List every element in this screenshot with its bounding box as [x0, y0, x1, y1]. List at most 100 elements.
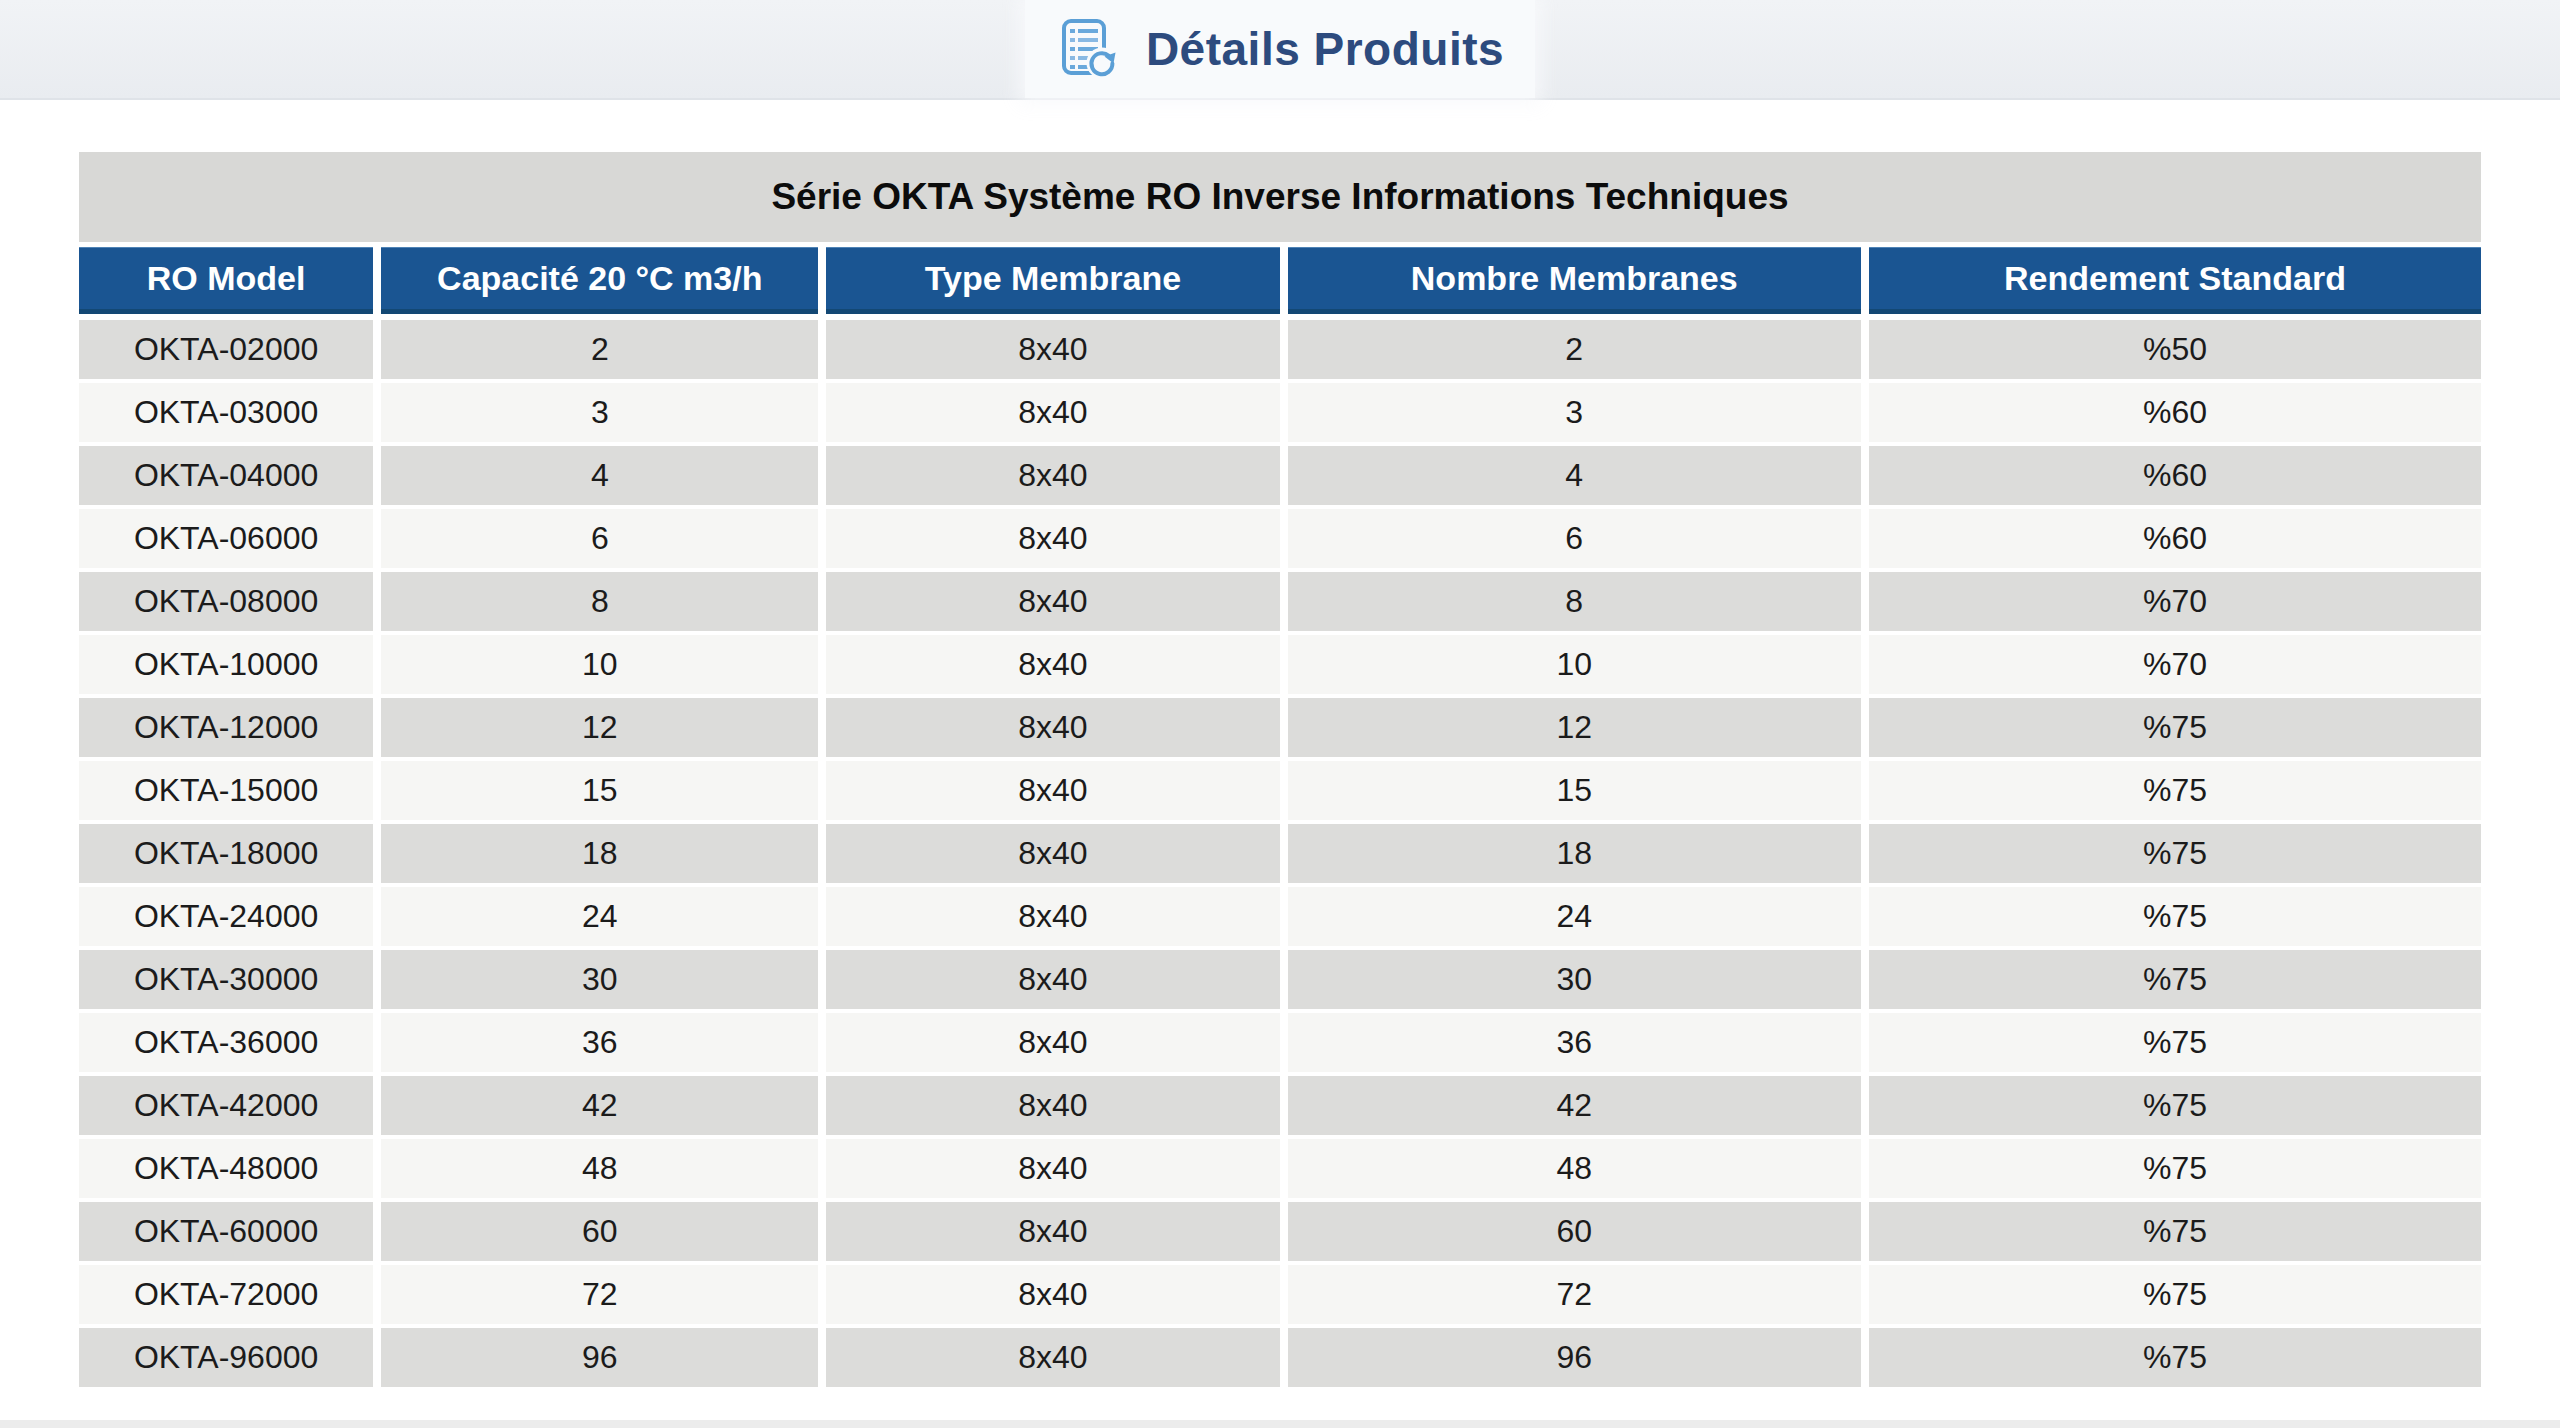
table-cell: 4: [1288, 446, 1862, 505]
table-cell: 8x40: [826, 1202, 1279, 1261]
table-cell: 24: [1288, 887, 1862, 946]
table-row: OKTA-0800088x408%70: [79, 572, 2481, 631]
table-cell: 10: [381, 635, 818, 694]
table-cell: 8x40: [826, 1076, 1279, 1135]
table-cell: 30: [1288, 950, 1862, 1009]
table-cell: %75: [1869, 698, 2481, 757]
document-list-refresh-icon: [1056, 17, 1120, 81]
table-cell: 4: [381, 446, 818, 505]
table-body: OKTA-0200028x402%50OKTA-0300038x403%60OK…: [79, 320, 2481, 1387]
table-row: OKTA-12000128x4012%75: [79, 698, 2481, 757]
table-row: OKTA-0300038x403%60: [79, 383, 2481, 442]
table-cell: 10: [1288, 635, 1862, 694]
table-cell: 2: [381, 320, 818, 379]
table-cell: %75: [1869, 1265, 2481, 1324]
table-row: OKTA-18000188x4018%75: [79, 824, 2481, 883]
table-cell: OKTA-72000: [79, 1265, 373, 1324]
table-cell: 48: [381, 1139, 818, 1198]
table-cell: %75: [1869, 1202, 2481, 1261]
table-cell: %70: [1869, 572, 2481, 631]
table-row: OKTA-42000428x4042%75: [79, 1076, 2481, 1135]
table-row: OKTA-48000488x4048%75: [79, 1139, 2481, 1198]
table-cell: %60: [1869, 446, 2481, 505]
table-cell: %75: [1869, 1013, 2481, 1072]
table-cell: OKTA-03000: [79, 383, 373, 442]
table-row: OKTA-72000728x4072%75: [79, 1265, 2481, 1324]
table-cell: 8x40: [826, 1265, 1279, 1324]
table-cell: 36: [1288, 1013, 1862, 1072]
table-cell: 8x40: [826, 572, 1279, 631]
top-header-bar: Détails Produits: [0, 0, 2560, 100]
table-cell: OKTA-48000: [79, 1139, 373, 1198]
column-header: Type Membrane: [826, 247, 1279, 314]
table-cell: %50: [1869, 320, 2481, 379]
table-cell: OKTA-10000: [79, 635, 373, 694]
table-cell: 8x40: [826, 320, 1279, 379]
column-header: RO Model: [79, 247, 373, 314]
table-cell: 72: [1288, 1265, 1862, 1324]
table-cell: OKTA-96000: [79, 1328, 373, 1387]
table-row: OKTA-60000608x4060%75: [79, 1202, 2481, 1261]
table-cell: %60: [1869, 383, 2481, 442]
table-row: OKTA-30000308x4030%75: [79, 950, 2481, 1009]
spec-table: Série OKTA Système RO Inverse Informatio…: [79, 152, 2481, 1387]
table-cell: 12: [1288, 698, 1862, 757]
table-cell: 42: [381, 1076, 818, 1135]
table-cell: 18: [381, 824, 818, 883]
table-row: OKTA-96000968x4096%75: [79, 1328, 2481, 1387]
table-cell: 8x40: [826, 1139, 1279, 1198]
table-cell: 24: [381, 887, 818, 946]
page-title: Détails Produits: [1146, 22, 1504, 76]
table-cell: 42: [1288, 1076, 1862, 1135]
table-cell: OKTA-30000: [79, 950, 373, 1009]
table-cell: 8x40: [826, 635, 1279, 694]
table-cell: 8x40: [826, 824, 1279, 883]
table-cell: %75: [1869, 824, 2481, 883]
table-cell: OKTA-15000: [79, 761, 373, 820]
table-cell: 60: [381, 1202, 818, 1261]
table-cell: OKTA-60000: [79, 1202, 373, 1261]
table-cell: OKTA-06000: [79, 509, 373, 568]
table-cell: 72: [381, 1265, 818, 1324]
table-cell: %75: [1869, 887, 2481, 946]
table-cell: OKTA-36000: [79, 1013, 373, 1072]
table-cell: OKTA-24000: [79, 887, 373, 946]
table-cell: 8x40: [826, 761, 1279, 820]
table-cell: 8x40: [826, 1328, 1279, 1387]
column-header: Nombre Membranes: [1288, 247, 1862, 314]
column-header: Capacité 20 °C m3/h: [381, 247, 818, 314]
table-cell: 8x40: [826, 950, 1279, 1009]
table-row: OKTA-15000158x4015%75: [79, 761, 2481, 820]
table-cell: 8x40: [826, 509, 1279, 568]
table-cell: 8: [1288, 572, 1862, 631]
table-cell: 15: [1288, 761, 1862, 820]
table-cell: %60: [1869, 509, 2481, 568]
table-cell: %75: [1869, 761, 2481, 820]
table-cell: 8x40: [826, 1013, 1279, 1072]
table-cell: 18: [1288, 824, 1862, 883]
table-row: OKTA-0600068x406%60: [79, 509, 2481, 568]
table-cell: %70: [1869, 635, 2481, 694]
table-cell: OKTA-12000: [79, 698, 373, 757]
table-row: OKTA-36000368x4036%75: [79, 1013, 2481, 1072]
table-cell: 30: [381, 950, 818, 1009]
table-row: OKTA-0200028x402%50: [79, 320, 2481, 379]
column-header: Rendement Standard: [1869, 247, 2481, 314]
table-cell: 60: [1288, 1202, 1862, 1261]
table-cell: %75: [1869, 950, 2481, 1009]
table-header-row: RO ModelCapacité 20 °C m3/hType Membrane…: [79, 247, 2481, 314]
table-title: Série OKTA Système RO Inverse Informatio…: [79, 152, 2481, 242]
table-cell: %75: [1869, 1076, 2481, 1135]
table-cell: 96: [381, 1328, 818, 1387]
table-cell: 8x40: [826, 887, 1279, 946]
table-cell: 8: [381, 572, 818, 631]
table-cell: 6: [1288, 509, 1862, 568]
table-cell: OKTA-18000: [79, 824, 373, 883]
table-cell: 6: [381, 509, 818, 568]
table-cell: 8x40: [826, 698, 1279, 757]
table-cell: 2: [1288, 320, 1862, 379]
table-row: OKTA-24000248x4024%75: [79, 887, 2481, 946]
table-cell: 96: [1288, 1328, 1862, 1387]
table-cell: 15: [381, 761, 818, 820]
table-cell: %75: [1869, 1328, 2481, 1387]
